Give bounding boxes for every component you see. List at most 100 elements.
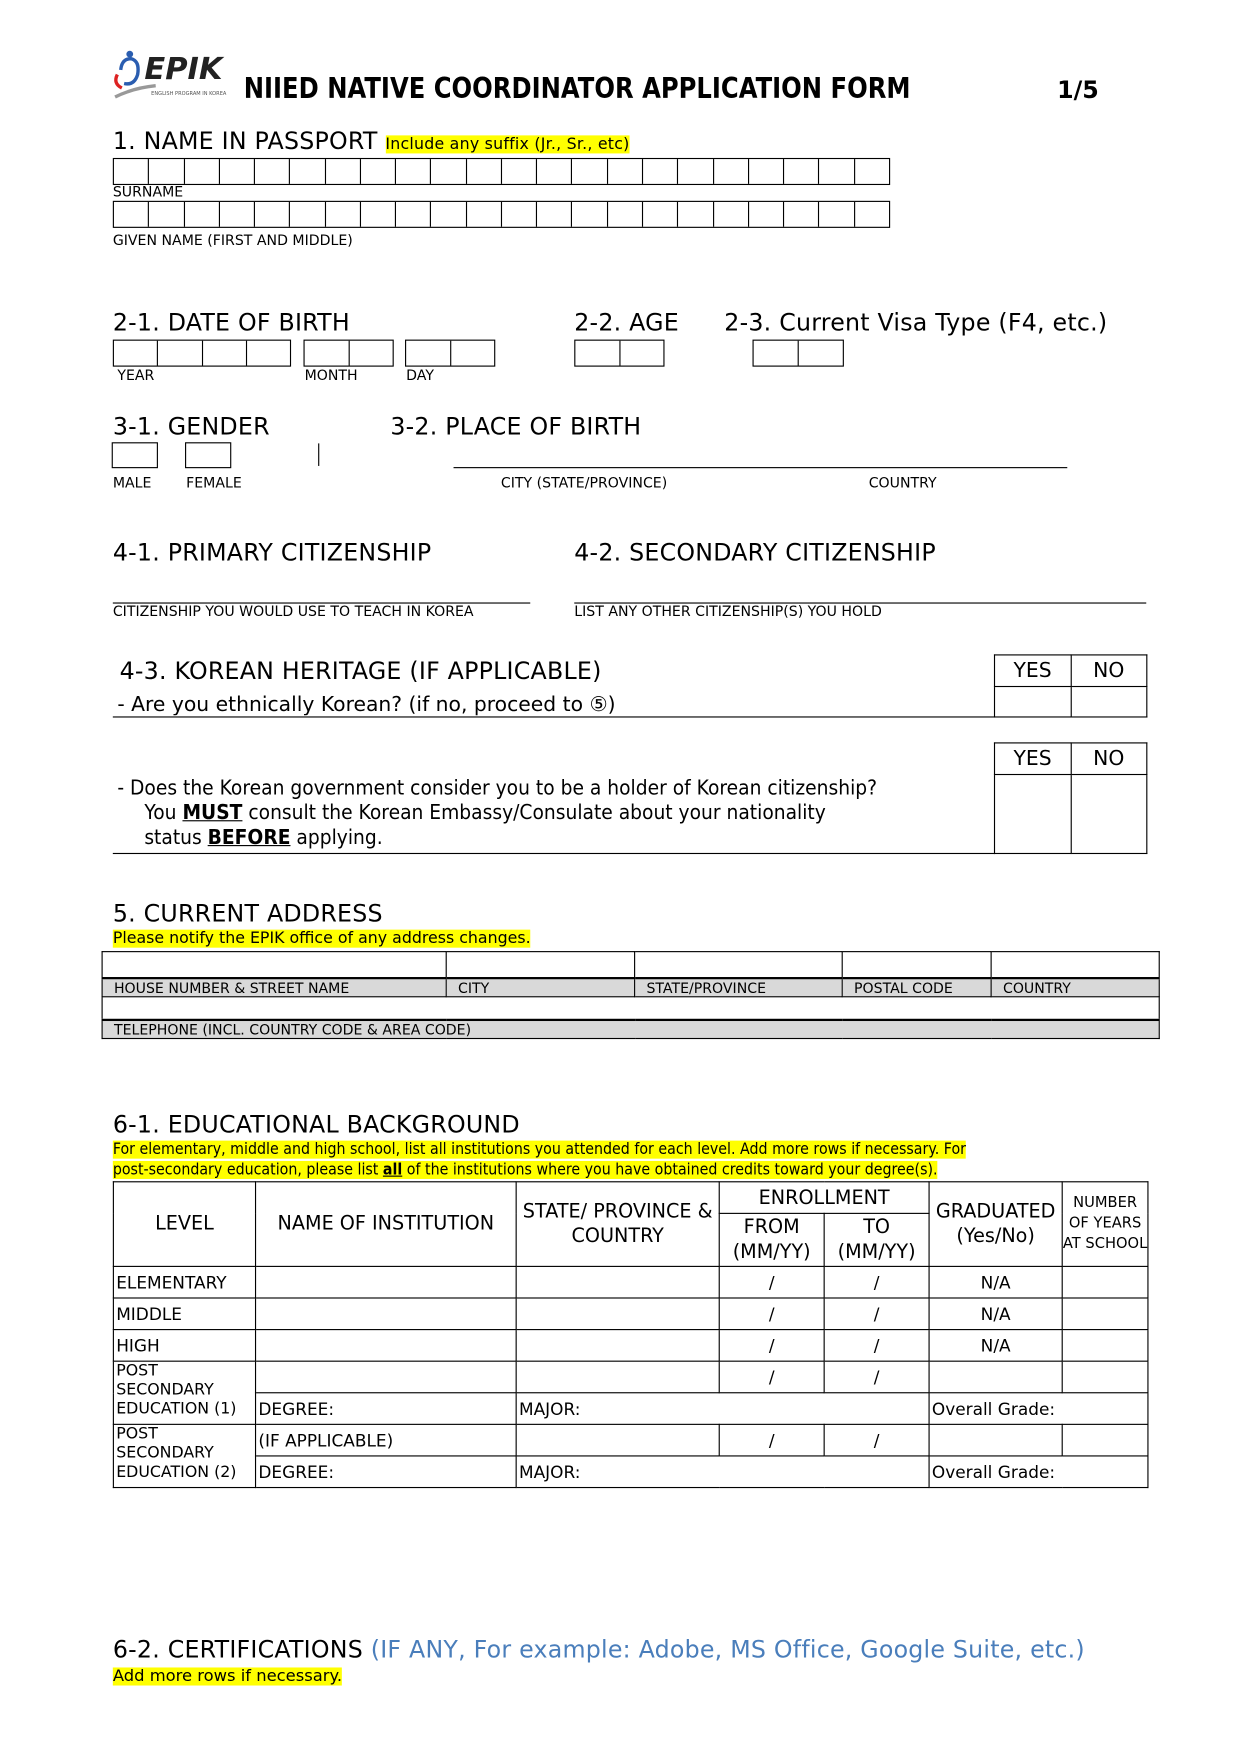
letter-box[interactable] bbox=[712, 159, 747, 184]
state-input[interactable] bbox=[634, 951, 843, 979]
from-input[interactable]: / bbox=[718, 1329, 825, 1362]
letter-box[interactable] bbox=[324, 201, 359, 227]
surname-input[interactable] bbox=[112, 157, 891, 186]
institution-input[interactable]: (IF APPLICABLE) bbox=[254, 1423, 517, 1457]
state-input[interactable] bbox=[515, 1265, 720, 1299]
female-checkbox[interactable] bbox=[185, 442, 232, 469]
letter-box[interactable] bbox=[289, 159, 324, 184]
to-input[interactable]: / bbox=[823, 1360, 930, 1394]
letter-box[interactable] bbox=[465, 201, 501, 227]
letter-box[interactable] bbox=[747, 201, 783, 227]
institution-input[interactable] bbox=[254, 1265, 517, 1299]
letter-box[interactable] bbox=[853, 159, 889, 184]
state-input[interactable] bbox=[515, 1360, 720, 1394]
letter-box[interactable] bbox=[359, 159, 395, 184]
letter-box[interactable] bbox=[465, 159, 501, 184]
graduated-input[interactable] bbox=[928, 1423, 1063, 1457]
to-input[interactable]: / bbox=[823, 1265, 930, 1299]
letter-box[interactable] bbox=[359, 201, 395, 227]
letter-box[interactable] bbox=[183, 159, 218, 184]
overall-grade-input[interactable]: Overall Grade: bbox=[928, 1392, 1149, 1425]
degree-input[interactable]: DEGREE: bbox=[254, 1455, 517, 1489]
primary-citizenship-input[interactable] bbox=[112, 602, 531, 604]
years-input[interactable] bbox=[1061, 1423, 1149, 1457]
letter-box[interactable] bbox=[430, 159, 465, 184]
letter-box[interactable] bbox=[536, 201, 571, 227]
letter-box[interactable] bbox=[677, 159, 712, 184]
to-input[interactable]: / bbox=[823, 1423, 930, 1457]
from-input[interactable]: / bbox=[718, 1423, 825, 1457]
visa-input[interactable] bbox=[752, 339, 844, 367]
age-input[interactable] bbox=[574, 339, 665, 367]
from-input[interactable]: / bbox=[718, 1265, 825, 1299]
letter-box[interactable] bbox=[641, 201, 677, 227]
letter-box[interactable] bbox=[148, 201, 183, 227]
letter-box[interactable] bbox=[148, 159, 183, 184]
letter-box[interactable] bbox=[324, 159, 359, 184]
citizenship-no-cell[interactable] bbox=[1070, 773, 1148, 855]
state-input[interactable] bbox=[515, 1329, 720, 1362]
form-title: NIIED NATIVE COORDINATOR APPLICATION FOR… bbox=[243, 72, 911, 105]
state-input[interactable] bbox=[515, 1297, 720, 1331]
letter-box[interactable] bbox=[218, 201, 254, 227]
male-checkbox[interactable] bbox=[111, 442, 158, 469]
telephone-input[interactable] bbox=[101, 995, 1160, 1021]
secondary-citizenship-input[interactable] bbox=[574, 602, 1147, 604]
state-input[interactable] bbox=[515, 1423, 720, 1457]
letter-box[interactable] bbox=[536, 159, 571, 184]
institution-input[interactable] bbox=[254, 1297, 517, 1331]
letter-box[interactable] bbox=[818, 201, 853, 227]
country-input[interactable] bbox=[990, 951, 1160, 979]
letter-box[interactable] bbox=[712, 201, 747, 227]
to-input[interactable]: / bbox=[823, 1329, 930, 1362]
letter-box[interactable] bbox=[183, 201, 218, 227]
ethnic-no-cell[interactable] bbox=[1070, 685, 1148, 718]
street-input[interactable] bbox=[101, 951, 447, 979]
letter-box[interactable] bbox=[289, 201, 324, 227]
dob-year-input[interactable] bbox=[112, 339, 292, 367]
letter-box[interactable] bbox=[500, 201, 536, 227]
years-input[interactable] bbox=[1061, 1265, 1149, 1299]
letter-box[interactable] bbox=[606, 159, 642, 184]
pob-input[interactable] bbox=[453, 467, 1068, 469]
degree-input[interactable]: DEGREE: bbox=[254, 1392, 517, 1425]
letter-box[interactable] bbox=[395, 201, 430, 227]
given-name-input[interactable] bbox=[112, 200, 891, 228]
letter-box[interactable] bbox=[253, 159, 289, 184]
graduated-input[interactable] bbox=[928, 1360, 1063, 1394]
letter-box[interactable] bbox=[500, 159, 536, 184]
letter-box[interactable] bbox=[395, 159, 430, 184]
to-input[interactable]: / bbox=[823, 1297, 930, 1331]
letter-box[interactable] bbox=[747, 159, 783, 184]
overall-grade-input[interactable]: Overall Grade: bbox=[928, 1455, 1149, 1489]
letter-box[interactable] bbox=[783, 201, 818, 227]
letter-box[interactable] bbox=[571, 201, 606, 227]
letter-box[interactable] bbox=[677, 201, 712, 227]
letter-box[interactable] bbox=[853, 201, 889, 227]
letter-box[interactable] bbox=[253, 201, 289, 227]
years-input[interactable] bbox=[1061, 1329, 1149, 1362]
letter-box[interactable] bbox=[218, 159, 254, 184]
dob-month-input[interactable] bbox=[303, 339, 394, 367]
letter-box[interactable] bbox=[783, 159, 818, 184]
letter-box[interactable] bbox=[114, 159, 148, 184]
letter-box[interactable] bbox=[114, 202, 148, 227]
letter-box[interactable] bbox=[571, 159, 606, 184]
institution-input[interactable] bbox=[254, 1360, 517, 1394]
ethnic-yes-cell[interactable] bbox=[993, 685, 1072, 718]
letter-box[interactable] bbox=[430, 201, 465, 227]
letter-box[interactable] bbox=[818, 159, 853, 184]
letter-box[interactable] bbox=[641, 159, 677, 184]
years-input[interactable] bbox=[1061, 1297, 1149, 1331]
letter-box[interactable] bbox=[606, 201, 642, 227]
dob-day-input[interactable] bbox=[405, 339, 496, 367]
from-input[interactable]: / bbox=[718, 1297, 825, 1331]
major-input[interactable]: MAJOR: bbox=[515, 1392, 930, 1425]
citizenship-yes-cell[interactable] bbox=[993, 773, 1072, 855]
from-input[interactable]: / bbox=[718, 1360, 825, 1394]
institution-input[interactable] bbox=[254, 1329, 517, 1362]
major-input[interactable]: MAJOR: bbox=[515, 1455, 930, 1489]
city-input[interactable] bbox=[445, 951, 636, 979]
years-input[interactable] bbox=[1061, 1360, 1149, 1394]
postal-input[interactable] bbox=[841, 951, 992, 979]
